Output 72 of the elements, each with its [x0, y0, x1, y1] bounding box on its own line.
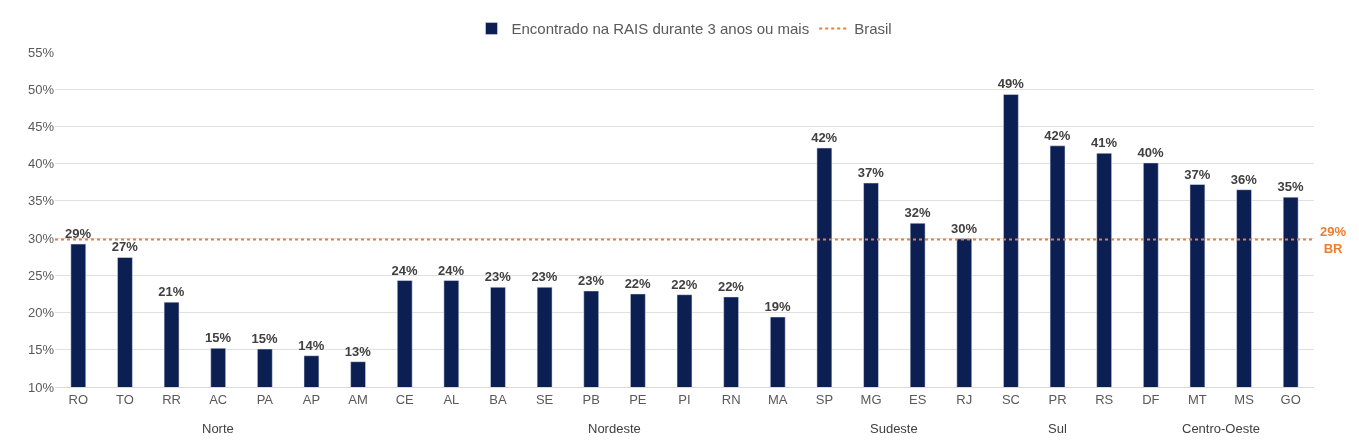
- text: Centro-Oeste: [1182, 421, 1261, 436]
- x-tick-label: MA: [768, 391, 788, 407]
- data-label: 23%: [531, 269, 558, 285]
- data-label: 37%: [857, 165, 885, 181]
- x-tick-label: PB: [582, 391, 600, 407]
- y-tick-label: 30%: [27, 230, 55, 246]
- y-tick-label: 55%: [27, 44, 55, 60]
- data-label: 37%: [1184, 166, 1211, 182]
- data-label: 13%: [344, 343, 372, 359]
- data-label: 22%: [671, 276, 698, 292]
- data-label: 27%: [111, 239, 139, 255]
- x-tick-label: PE: [629, 391, 647, 407]
- x-tick-label: RR: [162, 391, 181, 407]
- x-tick-label: TO: [116, 391, 134, 407]
- y-tick-label: 10%: [27, 379, 55, 395]
- data-label: 41%: [1090, 135, 1118, 151]
- y-tick-label: 15%: [27, 342, 55, 358]
- x-tick-label: AC: [209, 391, 228, 407]
- data-label: 30%: [951, 220, 978, 236]
- x-tick-label: PA: [256, 391, 274, 407]
- x-tick-label: MT: [1188, 391, 1207, 407]
- x-tick-label: RN: [721, 391, 741, 407]
- text: Sudeste: [870, 421, 918, 436]
- data-label: 24%: [391, 262, 418, 278]
- data-label: 22%: [624, 275, 652, 291]
- data-label: 36%: [1230, 171, 1258, 187]
- ref-line-label: 29% BR: [1320, 224, 1347, 256]
- x-tick-label: PI: [678, 391, 691, 407]
- x-tick-label: MS: [1234, 391, 1255, 407]
- x-tick-label: AP: [302, 391, 321, 407]
- data-label: 19%: [764, 299, 791, 315]
- data-label: 49%: [997, 76, 1025, 92]
- y-tick-label: 50%: [27, 81, 55, 97]
- y-tick-label: 45%: [27, 118, 55, 134]
- data-label: 23%: [578, 272, 605, 288]
- x-tick-label: BA: [489, 391, 507, 407]
- x-tick-label: AL: [443, 391, 460, 407]
- data-label: 24%: [438, 262, 465, 278]
- y-tick-label: 35%: [27, 193, 55, 209]
- data-label: 42%: [811, 130, 838, 146]
- x-tick-label: RS: [1095, 391, 1114, 407]
- data-label: 23%: [484, 269, 512, 285]
- x-tick-label: ES: [908, 391, 927, 407]
- data-label: 15%: [204, 330, 232, 346]
- text: Norte: [202, 421, 234, 436]
- data-label: 32%: [904, 205, 931, 221]
- data-label: 15%: [251, 331, 279, 347]
- text: Nordeste: [588, 421, 641, 436]
- y-tick-label: 20%: [27, 305, 55, 321]
- data-label: 21%: [158, 284, 185, 300]
- x-tick-label: CE: [395, 391, 415, 407]
- x-tick-label: RO: [68, 391, 89, 407]
- data-label: 40%: [1137, 144, 1165, 160]
- x-tick-label: SC: [1001, 391, 1020, 407]
- y-tick-label: 25%: [27, 267, 55, 283]
- data-label: 35%: [1277, 179, 1304, 195]
- x-tick-label: PR: [1048, 391, 1067, 407]
- x-tick-label: MG: [860, 391, 882, 407]
- legend-label: Encontrado na RAIS durante 3 anos ou mais: [511, 20, 810, 38]
- text: Sul: [1048, 421, 1067, 436]
- y-tick-label: 40%: [27, 156, 55, 172]
- data-label: 14%: [298, 337, 325, 353]
- data-label: 42%: [1044, 127, 1071, 143]
- x-tick-label: RJ: [956, 391, 973, 407]
- x-tick-label: SP: [815, 391, 834, 407]
- text: Brasil: [854, 20, 892, 38]
- x-tick-label: SE: [535, 391, 554, 407]
- data-label: 22%: [717, 278, 745, 294]
- x-tick-label: DF: [1142, 391, 1160, 407]
- data-label: 29%: [65, 226, 92, 242]
- x-tick-label: GO: [1280, 391, 1301, 407]
- x-tick-label: AM: [348, 391, 368, 407]
